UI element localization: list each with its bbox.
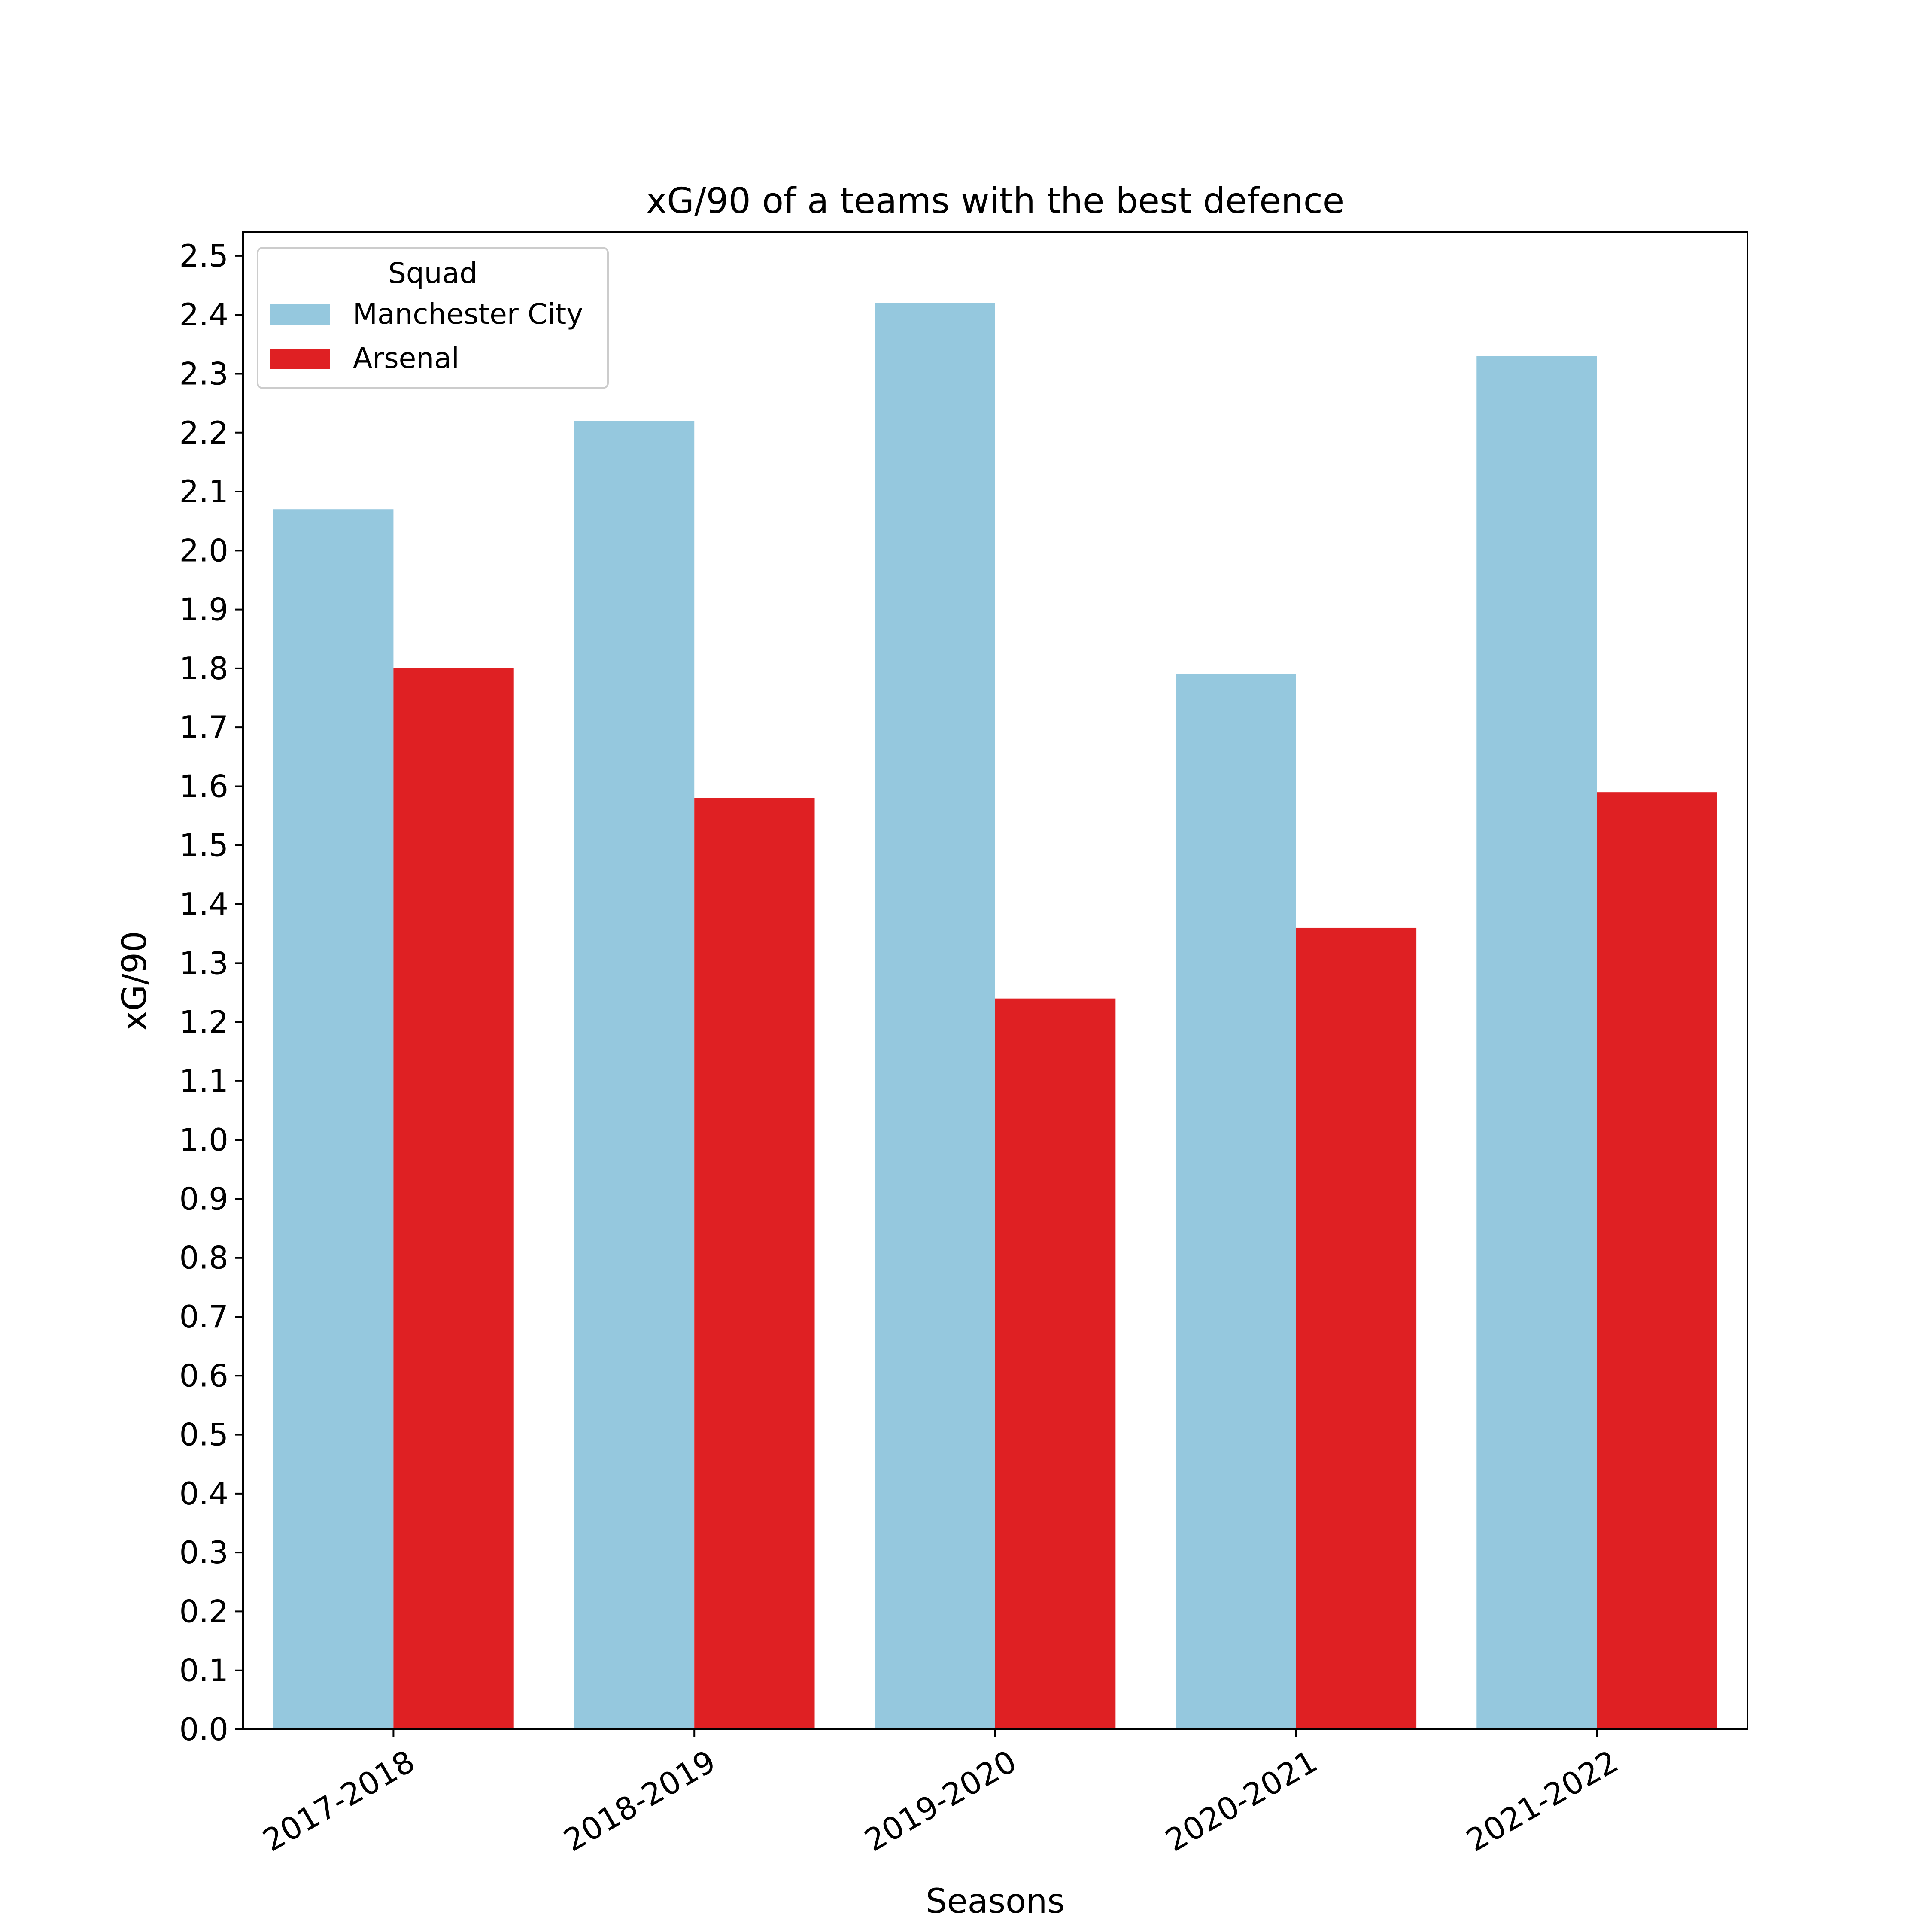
y-tick-label: 0.7 [179,1299,228,1335]
y-tick-label: 0.5 [179,1417,228,1453]
bar-manchester-city-2021-2022 [1476,356,1597,1729]
y-tick-label: 0.3 [179,1534,228,1571]
y-tick-label: 2.1 [179,474,228,510]
y-tick-label: 1.0 [179,1122,228,1158]
bar-arsenal-2019-2020 [995,998,1116,1729]
y-axis: 0.0 0.1 0.2 0.3 0.4 0.5 0.6 0.7 0.8 0.9 1.0 1.1 1.2 1… [179,238,243,1747]
y-tick-label: 2.3 [179,355,228,392]
bar-arsenal-2021-2022 [1597,792,1717,1729]
chart-title: xG/90 of a teams with the best defence [646,181,1344,222]
legend: Squad Manchester City Arsenal [257,247,609,389]
bar-manchester-city-2018-2019 [574,421,695,1729]
y-tick-label: 1.1 [179,1063,228,1099]
bar-manchester-city-2019-2020 [875,303,995,1729]
y-tick-label: 2.0 [179,532,228,568]
y-tick-label: 1.9 [179,592,228,628]
y-tick-label: 0.4 [179,1476,228,1512]
legend-title: Squad [388,257,477,290]
y-tick-label: 0.9 [179,1181,228,1217]
bar-arsenal-2017-2018 [393,668,514,1730]
bar-manchester-city-2020-2021 [1176,674,1296,1729]
y-tick-label: 2.2 [179,415,228,451]
y-tick-label: 1.3 [179,945,228,981]
y-tick-label: 1.6 [179,768,228,804]
y-tick-label: 0.2 [179,1593,228,1629]
y-tick-label: 1.5 [179,827,228,863]
bar-arsenal-2020-2021 [1296,927,1417,1729]
y-tick-label: 0.8 [179,1240,228,1276]
legend-label: Arsenal [353,342,459,375]
y-tick-label: 1.4 [179,886,228,922]
x-axis-title: Seasons [926,1882,1065,1921]
legend-label: Manchester City [353,298,583,331]
legend-swatch [270,304,330,325]
y-tick-label: 1.8 [179,650,228,687]
legend-swatch [270,349,330,369]
bar-manchester-city-2017-2018 [273,509,394,1729]
y-axis-title: xG/90 [115,931,154,1030]
y-tick-label: 0.0 [179,1711,228,1747]
y-tick-label: 0.6 [179,1358,228,1394]
bars-group [273,303,1717,1730]
y-tick-label: 1.7 [179,709,228,745]
legend-box [257,247,609,389]
y-tick-label: 2.5 [179,238,228,274]
bar-arsenal-2018-2019 [694,798,815,1729]
y-tick-label: 1.2 [179,1004,228,1040]
y-tick-label: 0.1 [179,1653,228,1689]
y-tick-label: 2.4 [179,297,228,333]
